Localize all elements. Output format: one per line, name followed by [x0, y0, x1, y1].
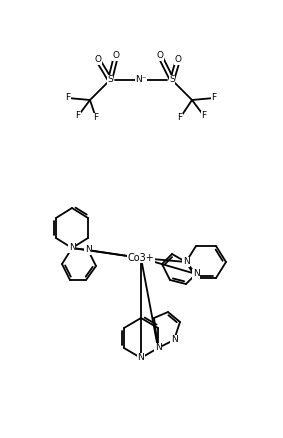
Text: O: O — [156, 52, 164, 60]
Text: N: N — [183, 258, 189, 266]
Text: O: O — [175, 56, 181, 64]
Text: N⁻: N⁻ — [135, 75, 147, 85]
Text: N: N — [138, 353, 144, 363]
Text: F: F — [177, 113, 183, 123]
Text: F: F — [93, 113, 98, 123]
Text: N: N — [171, 336, 177, 345]
Text: F: F — [65, 93, 70, 102]
Text: F: F — [211, 93, 216, 102]
Text: O: O — [113, 52, 119, 60]
Text: N: N — [68, 244, 75, 252]
Text: F: F — [76, 112, 81, 120]
Text: S: S — [169, 75, 175, 85]
Text: F: F — [201, 112, 207, 120]
Text: N: N — [193, 269, 200, 279]
Text: Co3+: Co3+ — [128, 253, 154, 263]
Text: N: N — [155, 343, 161, 353]
Text: N: N — [68, 244, 75, 252]
Text: N: N — [85, 246, 91, 254]
Text: S: S — [107, 75, 113, 85]
Text: O: O — [95, 56, 102, 64]
Text: N: N — [183, 258, 189, 266]
